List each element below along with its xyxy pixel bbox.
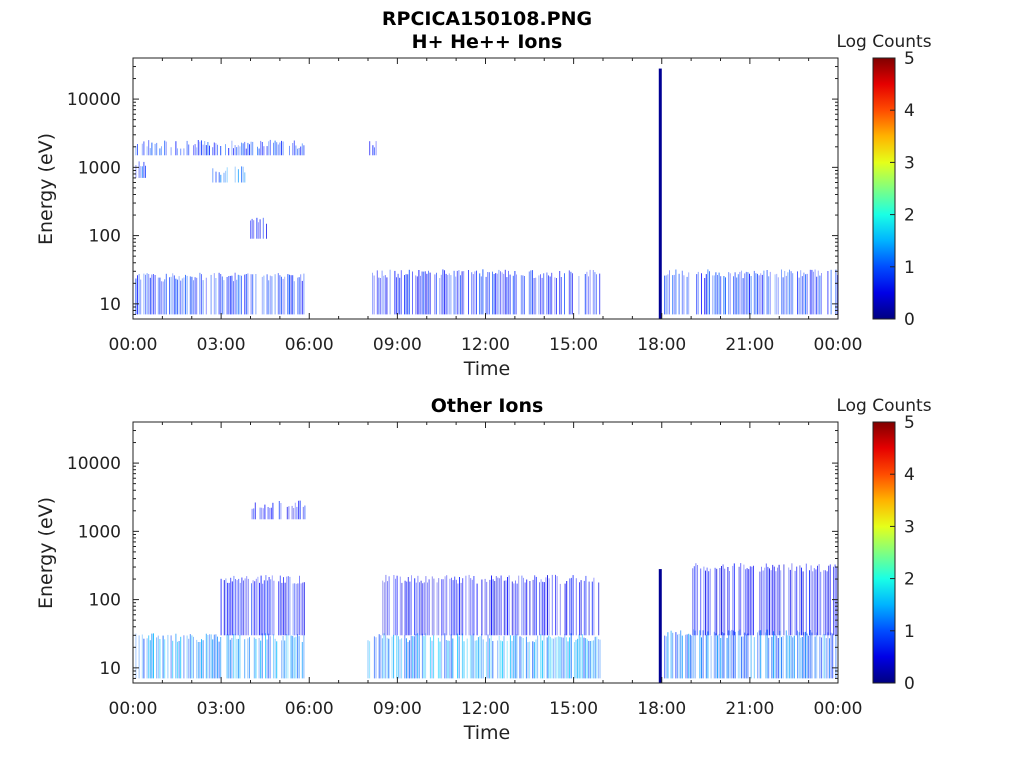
y-tick-label: 10000 [67,454,121,474]
spectrogram-band [372,269,601,315]
colorbar-tick-label: 4 [904,101,915,121]
panel-title: H+ He++ Ions [412,31,563,53]
spectrogram-band [250,217,267,239]
colorbar-tick-label: 2 [904,570,915,590]
spectrogram-band [135,161,146,178]
x-tick-label: 21:00 [725,335,774,355]
y-tick-label: 1000 [78,522,121,542]
x-tick-label: 09:00 [373,335,422,355]
x-tick-label: 21:00 [725,699,774,719]
x-tick-label: 09:00 [373,699,422,719]
panel-title: Other Ions [431,395,544,417]
figure-title: RPCICA150108.PNG [382,8,592,30]
x-tick-label: 03:00 [197,699,246,719]
colorbar-tick-label: 5 [904,49,915,69]
x-tick-label: 00:00 [814,699,863,719]
y-axis-label: Energy (eV) [35,133,57,245]
x-axis-label: Time [463,722,511,744]
colorbar: 0 1 2 3 4 5 [872,49,915,330]
y-tick-label: 100 [89,591,121,611]
y-tick-label: 1000 [78,158,121,178]
colorbar-tick-label: 1 [904,258,915,278]
colorbar-tick-label: 3 [904,153,915,173]
x-axis-label: Time [463,358,511,380]
colorbar-tick-label: 1 [904,622,915,642]
y-axis-label: Energy (eV) [35,497,57,609]
x-tick-label: 03:00 [197,335,246,355]
colorbar-tick-label: 4 [904,465,915,485]
x-tick-label: 00:00 [109,335,158,355]
colorbar-tick-label: 0 [904,310,915,330]
x-tick-label: 18:00 [637,335,686,355]
colorbar-label: Log Counts [836,396,931,416]
spectrogram-band [367,633,601,679]
y-tick-label: 10 [99,659,121,679]
x-tick-label: 06:00 [285,335,334,355]
axes: 00:00 03:00 06:00 09:00 12:00 15:00 18:00 21:00… [67,421,863,719]
spectrogram-band [664,269,838,315]
colorbar-gradient [872,57,896,320]
y-tick-label: 10 [99,295,121,315]
spectrogram-band [369,141,377,156]
x-tick-label: 00:00 [814,335,863,355]
x-tick-label: 18:00 [637,699,686,719]
y-tick-label: 100 [89,227,121,247]
spectrogram-spike [658,68,662,319]
colorbar-tick-label: 3 [904,517,915,537]
colorbar-tick-label: 5 [904,413,915,433]
colorbar: 0 1 2 3 4 5 [872,413,915,694]
spectrogram-spike [658,569,662,683]
x-tick-label: 15:00 [549,699,598,719]
x-tick-label: 00:00 [109,699,158,719]
spectrogram-image [135,68,838,319]
colorbar-gradient [872,421,896,684]
panel-other-ions: Other Ions 00:00 03:00 06:00 09:00 12:00 15:0… [35,395,932,744]
colorbar-tick-label: 0 [904,674,915,694]
spectrogram-band [135,139,305,156]
y-tick-label: 10000 [67,90,121,110]
x-tick-label: 12:00 [461,335,510,355]
spectrogram-band [382,574,600,636]
spectrogram-band [135,633,305,679]
x-tick-label: 15:00 [549,335,598,355]
x-tick-label: 06:00 [285,699,334,719]
x-tick-label: 12:00 [461,699,510,719]
spectrogram-band [220,575,305,636]
spectrogram-band [212,166,246,183]
colorbar-label: Log Counts [836,32,931,52]
spectrogram-band [692,563,838,636]
colorbar-tick-label: 2 [904,206,915,226]
spectrogram-band [135,272,305,315]
spectrogram-band [664,629,837,679]
panel-h-he-ions: H+ He++ Ions 00:00 03:00 06:00 09:00 12:00 15… [35,31,932,380]
spectrogram-image [135,500,838,683]
axes: 00:00 03:00 06:00 09:00 12:00 15:00 18:00 21:00… [67,57,863,355]
spectrogram-band [251,500,306,520]
